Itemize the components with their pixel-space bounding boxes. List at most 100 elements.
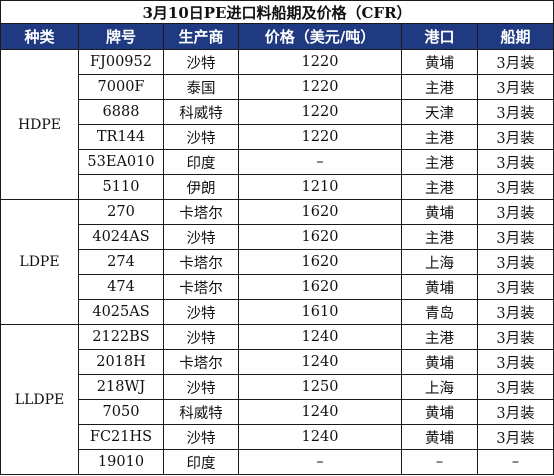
price-cell: 1250 bbox=[238, 374, 402, 400]
price-cell: 1220 bbox=[238, 124, 402, 150]
grade-cell: TR144 bbox=[78, 124, 164, 150]
shipment-cell: 3月装 bbox=[477, 274, 554, 300]
grade-cell: FC21HS bbox=[78, 424, 164, 450]
table-row: 274 卡塔尔 1620 上海 3月装 bbox=[1, 249, 554, 275]
table-row: 4025AS 沙特 1610 青岛 3月装 bbox=[1, 299, 554, 325]
producer-cell: 沙特 bbox=[163, 49, 239, 75]
port-cell: 主港 bbox=[401, 149, 478, 175]
category-cell: LLDPE bbox=[0, 324, 79, 475]
price-cell: 1620 bbox=[238, 249, 402, 275]
producer-cell: 沙特 bbox=[163, 224, 239, 250]
table-row: FC21HS 沙特 1240 黄埔 3月装 bbox=[1, 424, 554, 450]
port-cell: 黄埔 bbox=[401, 274, 478, 300]
table-row: 19010 印度 – – – bbox=[1, 449, 554, 475]
header-producer: 生产商 bbox=[163, 23, 239, 50]
port-cell: 主港 bbox=[401, 124, 478, 150]
grade-cell: 474 bbox=[78, 274, 164, 300]
header-shipment: 船期 bbox=[477, 23, 554, 50]
port-cell: 主港 bbox=[401, 174, 478, 200]
producer-cell: 沙特 bbox=[163, 374, 239, 400]
grade-cell: 53EA010 bbox=[78, 149, 164, 175]
shipment-cell: 3月装 bbox=[477, 199, 554, 225]
shipment-cell: 3月装 bbox=[477, 349, 554, 375]
header-row: 种类 牌号 生产商 价格（美元/吨） 港口 船期 bbox=[0, 23, 554, 50]
table-body: HDPE FJ00952 沙特 1220 黄埔 3月装 7000F 泰国 1220 主港 3月装 68… bbox=[0, 49, 554, 475]
price-cell: 1220 bbox=[238, 99, 402, 125]
grade-cell: 218WJ bbox=[78, 374, 164, 400]
shipment-cell: 3月装 bbox=[477, 324, 554, 350]
table-row: LLDPE 2122BS 沙特 1240 主港 3月装 bbox=[0, 324, 554, 475]
grade-cell: 4025AS bbox=[78, 299, 164, 325]
producer-cell: 科威特 bbox=[163, 99, 239, 125]
producer-cell: 印度 bbox=[163, 149, 239, 175]
shipment-cell: 3月装 bbox=[477, 224, 554, 250]
port-cell: 上海 bbox=[401, 374, 478, 400]
table-row: 218WJ 沙特 1250 上海 3月装 bbox=[1, 374, 554, 400]
table-row: 53EA010 印度 – 主港 3月装 bbox=[1, 149, 554, 175]
shipment-cell: 3月装 bbox=[477, 99, 554, 125]
port-cell: 黄埔 bbox=[401, 199, 478, 225]
shipment-cell: 3月装 bbox=[477, 149, 554, 175]
grade-cell: 274 bbox=[78, 249, 164, 275]
port-cell: 上海 bbox=[401, 249, 478, 275]
table-row: HDPE FJ00952 沙特 1220 黄埔 3月装 bbox=[0, 49, 554, 200]
table-title: 3月10日PE进口料船期及价格（CFR） bbox=[0, 0, 554, 24]
producer-cell: 卡塔尔 bbox=[163, 249, 239, 275]
producer-cell: 泰国 bbox=[163, 74, 239, 100]
grade-cell: 7050 bbox=[78, 399, 164, 425]
table-row: 7050 科威特 1240 黄埔 3月装 bbox=[1, 399, 554, 425]
shipment-cell: 3月装 bbox=[477, 424, 554, 450]
producer-cell: 卡塔尔 bbox=[163, 349, 239, 375]
port-cell: 主港 bbox=[401, 324, 478, 350]
grade-cell: 2122BS bbox=[78, 324, 164, 350]
port-cell: 青岛 bbox=[401, 299, 478, 325]
grade-cell: 19010 bbox=[78, 449, 164, 475]
header-category: 种类 bbox=[0, 23, 79, 50]
producer-cell: 印度 bbox=[163, 449, 239, 475]
grade-cell: 5110 bbox=[78, 174, 164, 200]
producer-cell: 沙特 bbox=[163, 324, 239, 350]
grade-cell: 6888 bbox=[78, 99, 164, 125]
producer-cell: 伊朗 bbox=[163, 174, 239, 200]
shipment-cell: 3月装 bbox=[477, 249, 554, 275]
shipment-cell: 3月装 bbox=[477, 49, 554, 75]
price-cell: 1620 bbox=[238, 274, 402, 300]
port-cell: 主港 bbox=[401, 74, 478, 100]
producer-cell: 卡塔尔 bbox=[163, 274, 239, 300]
price-cell: 1220 bbox=[238, 74, 402, 100]
shipment-cell: 3月装 bbox=[477, 374, 554, 400]
shipment-cell: 3月装 bbox=[477, 174, 554, 200]
price-cell: 1240 bbox=[238, 424, 402, 450]
producer-cell: 沙特 bbox=[163, 299, 239, 325]
table-row: 7000F 泰国 1220 主港 3月装 bbox=[1, 74, 554, 100]
table-row: 4024AS 沙特 1620 主港 3月装 bbox=[1, 224, 554, 250]
price-cell: 1220 bbox=[238, 49, 402, 75]
grade-cell: FJ00952 bbox=[78, 49, 164, 75]
shipment-cell: 3月装 bbox=[477, 74, 554, 100]
header-price: 价格（美元/吨） bbox=[238, 23, 402, 50]
category-cell: HDPE bbox=[0, 49, 79, 200]
table-row: LDPE 270 卡塔尔 1620 黄埔 3月装 bbox=[0, 199, 554, 325]
price-cell: 1610 bbox=[238, 299, 402, 325]
table-row: 474 卡塔尔 1620 黄埔 3月装 bbox=[1, 274, 554, 300]
grade-cell: 270 bbox=[78, 199, 164, 225]
category-cell: LDPE bbox=[0, 199, 79, 325]
header-grade: 牌号 bbox=[78, 23, 164, 50]
price-cell: 1240 bbox=[238, 324, 402, 350]
price-cell: 1240 bbox=[238, 349, 402, 375]
shipment-cell: 3月装 bbox=[477, 399, 554, 425]
table-row: 5110 伊朗 1210 主港 3月装 bbox=[1, 174, 554, 200]
shipment-cell: 3月装 bbox=[477, 299, 554, 325]
price-cell: – bbox=[238, 149, 402, 175]
port-cell: – bbox=[401, 449, 478, 475]
price-cell: 1620 bbox=[238, 224, 402, 250]
table-row: 2018H 卡塔尔 1240 黄埔 3月装 bbox=[1, 349, 554, 375]
header-port: 港口 bbox=[401, 23, 478, 50]
port-cell: 天津 bbox=[401, 99, 478, 125]
table-row: TR144 沙特 1220 主港 3月装 bbox=[1, 124, 554, 150]
table-row: 6888 科威特 1220 天津 3月装 bbox=[1, 99, 554, 125]
price-cell: 1210 bbox=[238, 174, 402, 200]
port-cell: 黄埔 bbox=[401, 399, 478, 425]
